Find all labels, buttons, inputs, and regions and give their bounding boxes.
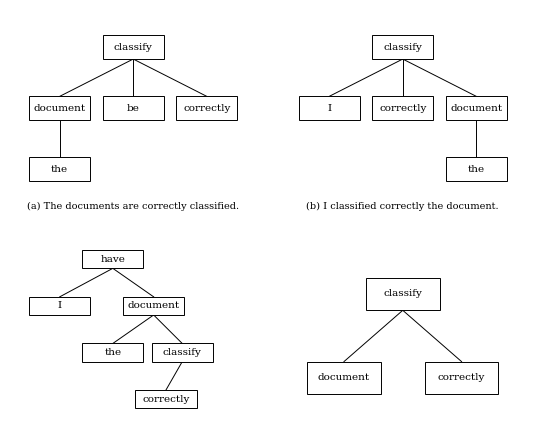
- FancyBboxPatch shape: [425, 362, 498, 394]
- FancyBboxPatch shape: [366, 278, 440, 310]
- FancyBboxPatch shape: [445, 96, 507, 120]
- FancyBboxPatch shape: [29, 96, 91, 120]
- Text: correctly: correctly: [438, 373, 485, 382]
- Title: (a) The documents are correctly classified.: (a) The documents are correctly classifi…: [27, 202, 239, 211]
- Text: correctly: correctly: [379, 104, 427, 113]
- Text: correctly: correctly: [142, 395, 190, 404]
- Text: document: document: [128, 301, 180, 310]
- Text: classify: classify: [383, 290, 422, 298]
- Text: classify: classify: [383, 43, 422, 52]
- Text: classify: classify: [114, 43, 153, 52]
- FancyBboxPatch shape: [82, 343, 144, 362]
- Text: I: I: [58, 301, 62, 310]
- FancyBboxPatch shape: [307, 362, 381, 394]
- FancyBboxPatch shape: [372, 96, 434, 120]
- Text: I: I: [327, 104, 331, 113]
- FancyBboxPatch shape: [102, 35, 164, 59]
- FancyBboxPatch shape: [123, 297, 184, 315]
- Text: the: the: [105, 348, 121, 357]
- Text: document: document: [450, 104, 502, 113]
- FancyBboxPatch shape: [372, 35, 434, 59]
- Text: document: document: [318, 373, 370, 382]
- FancyBboxPatch shape: [102, 96, 164, 120]
- Text: classify: classify: [163, 348, 202, 357]
- FancyBboxPatch shape: [29, 297, 91, 315]
- Text: correctly: correctly: [183, 104, 230, 113]
- FancyBboxPatch shape: [29, 157, 91, 181]
- FancyBboxPatch shape: [445, 157, 507, 181]
- Text: be: be: [127, 104, 140, 113]
- Text: document: document: [34, 104, 86, 113]
- Text: have: have: [100, 255, 125, 264]
- FancyBboxPatch shape: [82, 250, 144, 268]
- FancyBboxPatch shape: [299, 96, 360, 120]
- FancyBboxPatch shape: [176, 96, 237, 120]
- Text: the: the: [468, 165, 485, 174]
- Text: the: the: [51, 165, 68, 174]
- Title: (b) I classified correctly the document.: (b) I classified correctly the document.: [307, 202, 499, 211]
- FancyBboxPatch shape: [135, 390, 197, 408]
- FancyBboxPatch shape: [152, 343, 213, 362]
